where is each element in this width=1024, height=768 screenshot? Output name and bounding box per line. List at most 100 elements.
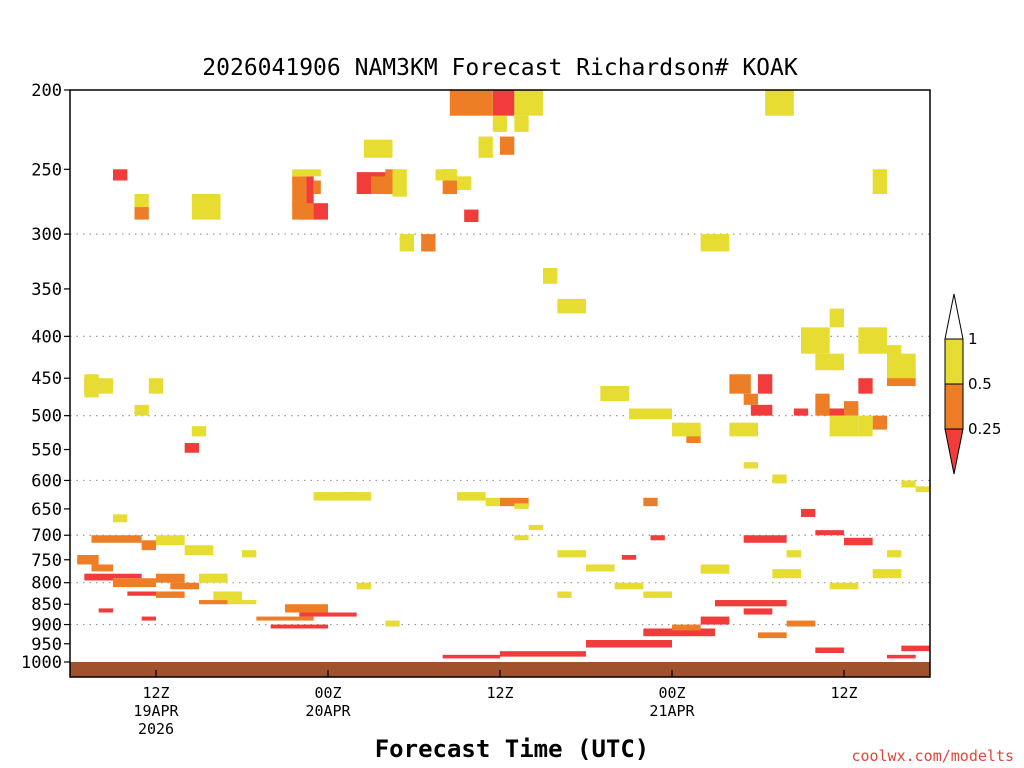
heatmap-cell — [385, 620, 400, 627]
heatmap-cell — [557, 591, 572, 598]
heatmap-cell — [492, 115, 508, 132]
heatmap-cell — [672, 422, 701, 437]
colorbar-legend: 1 0.5 0.25 — [944, 293, 1001, 475]
x-tick-label: 12Z — [830, 684, 857, 702]
heatmap-cell — [442, 654, 500, 659]
legend-label: 0.5 — [968, 375, 992, 393]
heatmap-cell — [901, 645, 930, 652]
heatmap-cell — [815, 393, 830, 416]
heatmap-cell — [113, 573, 142, 579]
heatmap-cell — [557, 298, 586, 314]
heatmap-cell — [113, 514, 128, 523]
heatmap-cell — [478, 136, 493, 158]
heatmap-cell — [91, 564, 113, 572]
heatmap-cell — [134, 207, 149, 220]
legend-bin-below-0.25 — [944, 428, 964, 475]
y-tick-label: 300 — [31, 225, 62, 245]
heatmap-cell — [858, 378, 873, 394]
heatmap-cell — [528, 524, 543, 531]
heatmap-cell — [156, 591, 185, 598]
legend-bin-0.25-0.5 — [944, 383, 964, 430]
heatmap-cell — [191, 194, 221, 220]
heatmap-cell — [98, 608, 113, 613]
heatmap-cell — [743, 393, 758, 405]
heatmap-cell — [199, 573, 228, 583]
heatmap-cell — [643, 591, 672, 598]
heatmap-cell — [872, 169, 887, 195]
y-tick-label: 200 — [31, 81, 62, 101]
heatmap-cell — [743, 462, 758, 469]
heatmap-cell — [313, 180, 321, 195]
heatmap-cell — [213, 591, 242, 601]
heatmap-cell — [356, 582, 371, 590]
heatmap-cell — [84, 573, 113, 581]
y-tick-label: 450 — [31, 369, 62, 389]
x-tick-label: 00Z — [658, 684, 685, 702]
heatmap-cell — [815, 647, 844, 654]
heatmap-cell — [743, 608, 773, 615]
heatmap-cell — [614, 582, 644, 590]
heatmap-cell — [586, 640, 672, 648]
heatmap-cell — [858, 415, 873, 437]
heatmap-cell — [156, 535, 185, 546]
y-tick-label: 250 — [31, 160, 62, 180]
heatmap-cell — [829, 308, 844, 328]
y-tick-label: 950 — [31, 635, 62, 655]
heatmap-cell — [421, 234, 436, 252]
heatmap-cell — [887, 550, 902, 558]
heatmap-cell — [514, 503, 529, 509]
heatmap-cell — [887, 353, 916, 379]
x-tick-label: 20APR — [305, 702, 351, 720]
chart-title: 2026041906 NAM3KM Forecast Richardson# K… — [202, 55, 798, 81]
heatmap-cell — [170, 582, 199, 590]
heatmap-cell — [586, 564, 615, 572]
heatmap-cell — [292, 176, 307, 208]
heatmap-cell — [772, 474, 787, 484]
legend-bin-0.5-1 — [944, 338, 964, 385]
heatmap-cell — [729, 374, 751, 394]
heatmap-cell — [772, 569, 801, 579]
heatmap-cell — [84, 374, 99, 398]
heatmap-cell — [543, 267, 558, 284]
heatmap-cell — [700, 616, 730, 625]
heatmap-cell — [127, 591, 156, 596]
heatmap-cell — [629, 408, 672, 420]
legend-label: 1 — [968, 330, 978, 348]
heatmap-cell — [600, 386, 629, 402]
heatmap-cell — [643, 628, 715, 637]
heatmap-cell — [700, 564, 730, 574]
ground-layer — [70, 662, 930, 677]
heatmap-cell — [815, 530, 844, 536]
heatmap-cell — [500, 136, 515, 155]
y-axis: 200 250 300 350 400 450 500 550 600 650 700 750 8008… — [21, 81, 70, 673]
x-tick-label: 12Z — [142, 684, 169, 702]
heatmap-cell — [113, 578, 156, 588]
heatmap-cell — [392, 169, 407, 197]
heatmap-cell — [399, 234, 414, 252]
heatmap-cell — [292, 169, 321, 177]
heatmap-cell — [485, 497, 500, 507]
heatmap-cell — [199, 600, 228, 605]
heatmap-cell — [184, 545, 214, 555]
heatmap-cell — [793, 408, 809, 416]
x-tick-label: 00Z — [314, 684, 341, 702]
heatmap-cell — [844, 401, 859, 416]
heatmap-cell — [299, 612, 357, 617]
heatmap-cell — [786, 550, 801, 558]
y-tick-label: 800 — [31, 574, 62, 594]
heatmap-cell — [621, 554, 637, 560]
heatmap-cell — [758, 632, 787, 639]
heatmap-cell — [729, 422, 758, 437]
heatmap-cell — [915, 486, 930, 493]
heatmap-cell — [829, 582, 859, 590]
y-tick-label: 850 — [31, 595, 62, 615]
heatmap-cell — [643, 497, 658, 507]
heatmap-cell — [141, 540, 156, 551]
heatmap-cell — [285, 604, 328, 613]
heatmap-cell — [815, 353, 844, 371]
heatmap-cell — [91, 535, 142, 543]
heatmap-cell — [514, 535, 529, 541]
heatmap-cell — [371, 176, 393, 195]
heatmap-cell — [872, 415, 887, 430]
